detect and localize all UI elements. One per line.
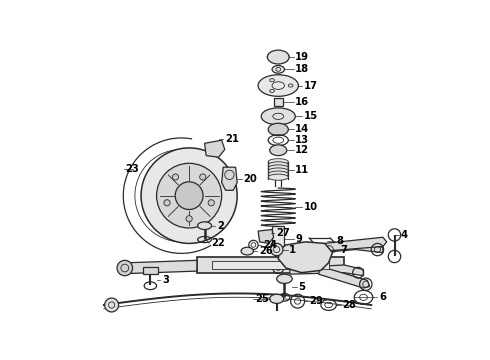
Bar [273, 98, 283, 105]
Ellipse shape [172, 174, 178, 180]
Ellipse shape [175, 182, 203, 210]
Ellipse shape [270, 145, 287, 156]
Bar [143, 266, 158, 274]
Ellipse shape [268, 174, 288, 180]
Text: 4: 4 [401, 230, 408, 240]
Polygon shape [300, 243, 335, 252]
Text: 25: 25 [255, 294, 269, 304]
Polygon shape [221, 167, 237, 190]
Ellipse shape [157, 163, 221, 228]
Ellipse shape [105, 298, 119, 312]
Text: 20: 20 [244, 174, 257, 184]
Ellipse shape [270, 243, 283, 256]
Ellipse shape [268, 165, 288, 171]
Text: 26: 26 [259, 246, 273, 256]
Polygon shape [120, 260, 197, 274]
Text: 2: 2 [217, 221, 224, 231]
Text: 11: 11 [295, 165, 310, 175]
Text: 19: 19 [295, 52, 309, 62]
Text: 15: 15 [304, 111, 318, 121]
Text: 12: 12 [295, 145, 309, 155]
Text: 10: 10 [304, 202, 318, 212]
Bar [272, 226, 285, 251]
Ellipse shape [241, 247, 253, 255]
Ellipse shape [268, 162, 288, 168]
Ellipse shape [268, 50, 289, 64]
Ellipse shape [268, 168, 288, 174]
Ellipse shape [117, 260, 133, 276]
Ellipse shape [200, 174, 206, 180]
Text: 17: 17 [304, 81, 318, 91]
Text: 6: 6 [379, 292, 386, 302]
Ellipse shape [164, 200, 170, 206]
Polygon shape [258, 230, 273, 243]
Text: 28: 28 [343, 300, 356, 310]
Text: 3: 3 [162, 275, 169, 285]
Ellipse shape [268, 123, 288, 136]
Text: 29: 29 [309, 296, 323, 306]
Ellipse shape [272, 66, 285, 73]
Text: 13: 13 [295, 135, 309, 145]
Polygon shape [290, 265, 364, 276]
Text: 18: 18 [295, 64, 309, 75]
Text: 16: 16 [295, 97, 309, 107]
Bar [212, 261, 329, 269]
Text: 1: 1 [289, 244, 296, 255]
Ellipse shape [141, 148, 237, 243]
Text: 21: 21 [225, 134, 239, 144]
Ellipse shape [258, 75, 298, 96]
Text: 8: 8 [336, 236, 343, 246]
Text: 5: 5 [298, 282, 305, 292]
Polygon shape [325, 237, 387, 251]
Polygon shape [205, 140, 225, 157]
Text: 22: 22 [211, 238, 224, 248]
Text: 14: 14 [295, 125, 310, 134]
Polygon shape [278, 242, 333, 273]
Ellipse shape [186, 216, 192, 222]
Ellipse shape [197, 222, 212, 230]
Ellipse shape [277, 274, 292, 283]
Ellipse shape [268, 171, 288, 177]
Polygon shape [318, 266, 369, 288]
Ellipse shape [268, 159, 288, 165]
Ellipse shape [261, 108, 295, 125]
Text: 23: 23 [125, 164, 139, 174]
Text: 9: 9 [295, 234, 302, 244]
Ellipse shape [270, 294, 284, 303]
Ellipse shape [208, 200, 214, 206]
Text: 24: 24 [263, 240, 277, 250]
Text: 7: 7 [340, 244, 347, 255]
Bar [197, 257, 344, 273]
Text: 27: 27 [276, 228, 290, 238]
Polygon shape [294, 242, 383, 255]
